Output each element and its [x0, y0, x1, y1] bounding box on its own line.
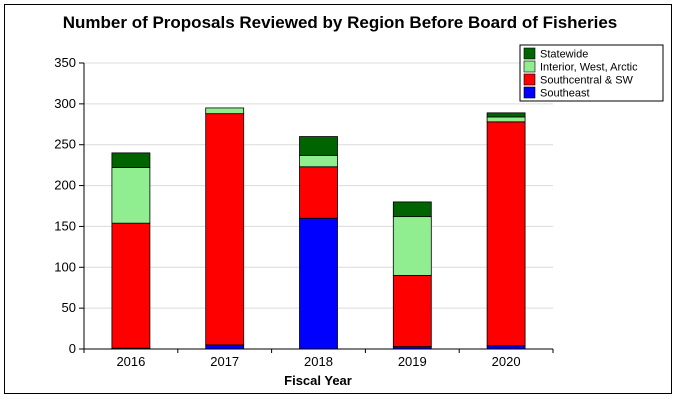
legend-swatch	[523, 73, 536, 86]
x-axis-title: Fiscal Year	[284, 373, 352, 388]
bar-segment-interior-west-arctic-2020	[486, 116, 526, 123]
y-tick-label: 0	[69, 341, 76, 356]
y-tick-label: 250	[54, 137, 76, 152]
x-tick-label: 2018	[304, 354, 333, 369]
bar-segment-statewide-2019	[392, 201, 432, 218]
bar-segment-interior-west-arctic-2019	[392, 216, 432, 276]
bar-segment-interior-west-arctic-2016	[111, 167, 151, 224]
bar-segment-southeast-2017	[205, 344, 245, 350]
y-tick-label: 100	[54, 259, 76, 274]
bar-segment-statewide-2020	[486, 112, 526, 118]
bar-segment-southcentral-sw-2016	[111, 222, 151, 349]
y-tick-label: 350	[54, 55, 76, 70]
legend-label: Southeast	[540, 88, 590, 100]
x-tick-label: 2017	[210, 354, 239, 369]
bar-segment-southcentral-sw-2018	[299, 166, 338, 219]
y-tick-label: 200	[54, 178, 76, 193]
y-tick-label: 50	[62, 300, 76, 315]
legend-label: Statewide	[540, 49, 588, 61]
axes	[83, 63, 553, 350]
bar-segment-southcentral-sw-2020	[486, 121, 526, 347]
x-tick-label: 2020	[492, 354, 521, 369]
y-tick-label: 300	[54, 96, 76, 111]
legend-swatch	[523, 86, 536, 99]
bar-segment-southcentral-sw-2017	[205, 113, 245, 346]
x-tick-labels: 2016 2017 2018 2019 2020	[83, 349, 554, 369]
y-tick-label: 150	[54, 218, 76, 233]
bar-segment-interior-west-arctic-2017	[205, 107, 245, 115]
legend-box	[519, 44, 664, 102]
chart-title: Number of Proposals Reviewed by Region B…	[63, 13, 618, 32]
legend-swatch	[523, 47, 536, 60]
bar-segment-interior-west-arctic-2018	[299, 154, 338, 168]
legend-label: Interior, West, Arctic	[540, 62, 638, 74]
legend-label: Southcentral & SW	[540, 75, 634, 87]
legend-swatch	[523, 60, 536, 73]
bar-segment-statewide-2018	[299, 136, 338, 156]
bar-segment-southeast-2018	[299, 217, 338, 350]
bar-segment-southcentral-sw-2019	[392, 275, 432, 347]
y-tick-labels: 0 50 100 150 200 250 300 350	[54, 55, 84, 356]
x-tick-label: 2019	[398, 354, 427, 369]
bars	[111, 107, 526, 350]
bar-segment-statewide-2016	[111, 152, 151, 168]
x-tick-label: 2016	[116, 354, 145, 369]
